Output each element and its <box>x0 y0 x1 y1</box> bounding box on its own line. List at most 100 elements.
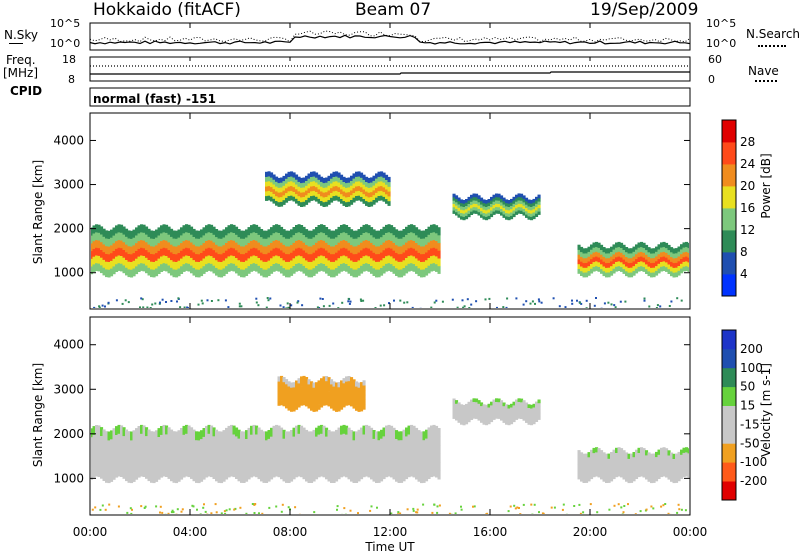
echo-cell <box>237 229 241 238</box>
echo-cell <box>297 383 301 389</box>
echo-cell <box>605 473 609 479</box>
echo-cell <box>460 202 464 207</box>
echo-cell <box>325 191 329 197</box>
echo-cell <box>657 459 661 465</box>
scatter-point <box>98 305 101 308</box>
echo-cell <box>322 390 326 397</box>
echo-cell <box>345 459 349 469</box>
echo-cell <box>295 232 299 241</box>
echo-cell <box>520 210 524 214</box>
echo-cell <box>95 425 99 434</box>
echo-cell <box>290 252 294 261</box>
echo-cell <box>670 266 674 272</box>
echo-cell <box>282 236 286 245</box>
scatter-point <box>595 297 597 299</box>
scatter-point <box>186 306 189 308</box>
echo-cell <box>660 242 664 248</box>
scatter-point <box>531 513 534 514</box>
echo-cell <box>230 224 234 233</box>
echo-cell <box>532 208 536 213</box>
echo-cell <box>187 442 191 452</box>
echo-cell <box>257 436 261 445</box>
echo-cell <box>640 456 644 462</box>
echo-cell <box>255 232 259 241</box>
echo-cell <box>497 398 501 403</box>
echo-cell <box>435 468 439 478</box>
echo-cell <box>275 467 279 477</box>
scatter-point <box>677 503 680 506</box>
echo-cell <box>282 391 286 397</box>
echo-cell <box>455 211 459 216</box>
echo-cell <box>225 470 229 480</box>
echo-cell <box>400 439 404 449</box>
y-tick-label: 1000 <box>53 266 84 280</box>
echo-cell <box>145 435 149 445</box>
echo-cell <box>602 452 606 458</box>
echo-cell <box>580 251 584 257</box>
echo-cell <box>662 471 666 477</box>
echo-cell <box>342 262 346 271</box>
echo-cell <box>682 242 686 248</box>
colorbar-frame <box>721 119 737 297</box>
echo-region <box>577 447 689 484</box>
echo-cell <box>685 456 689 463</box>
echo-cell <box>527 209 531 214</box>
echo-cell <box>602 457 606 463</box>
echo-cell <box>295 174 299 180</box>
colorbar-tick-label: 15 <box>740 399 755 413</box>
echo-cell <box>300 192 304 198</box>
echo-cell <box>475 193 479 198</box>
echo-cell <box>375 474 379 483</box>
echo-cell <box>497 408 501 413</box>
echo-cell <box>592 467 596 473</box>
echo-cell <box>457 210 461 215</box>
echo-cell <box>610 261 614 267</box>
scatter-point <box>126 511 129 514</box>
echo-cell <box>530 408 534 412</box>
echo-cell <box>357 464 361 473</box>
echo-cell <box>282 446 286 456</box>
x-tick-label: 16:00 <box>473 525 508 539</box>
echo-cell <box>535 401 539 406</box>
echo-cell <box>137 225 141 234</box>
echo-cell <box>272 255 276 264</box>
echo-cell <box>520 405 524 409</box>
echo-cell <box>230 239 234 248</box>
scatter-point <box>275 505 278 508</box>
echo-cell <box>510 417 514 421</box>
echo-cell <box>202 436 206 446</box>
scatter-point <box>668 305 671 307</box>
echo-cell <box>610 471 614 477</box>
echo-cell <box>292 186 296 192</box>
echo-cell <box>605 267 609 273</box>
echo-cell <box>97 468 101 477</box>
echo-cell <box>125 236 129 245</box>
colorbar-tick-label: 200 <box>740 342 763 356</box>
echo-cell <box>352 230 356 239</box>
echo-cell <box>350 190 354 196</box>
echo-cell <box>197 230 201 239</box>
echo-cell <box>260 252 264 261</box>
echo-cell <box>665 472 669 478</box>
echo-cell <box>322 232 326 241</box>
echo-cell <box>192 463 196 473</box>
echo-cell <box>250 451 254 461</box>
echo-cell <box>475 408 479 413</box>
echo-cell <box>520 411 524 416</box>
echo-cell <box>670 247 674 253</box>
scatter-point <box>571 299 573 302</box>
echo-cell <box>92 451 96 461</box>
echo-cell <box>405 427 409 437</box>
echo-cell <box>345 390 349 396</box>
echo-cell <box>402 252 406 261</box>
echo-cell <box>197 238 201 247</box>
echo-cell <box>380 252 384 261</box>
scatter-point <box>624 300 627 303</box>
echo-cell <box>155 455 159 465</box>
echo-cell <box>515 201 519 205</box>
echo-cell <box>110 473 114 482</box>
echo-cell <box>407 263 411 272</box>
echo-cell <box>190 461 194 471</box>
x-tick-label: 00:00 <box>673 525 708 539</box>
echo-cell <box>107 457 111 466</box>
